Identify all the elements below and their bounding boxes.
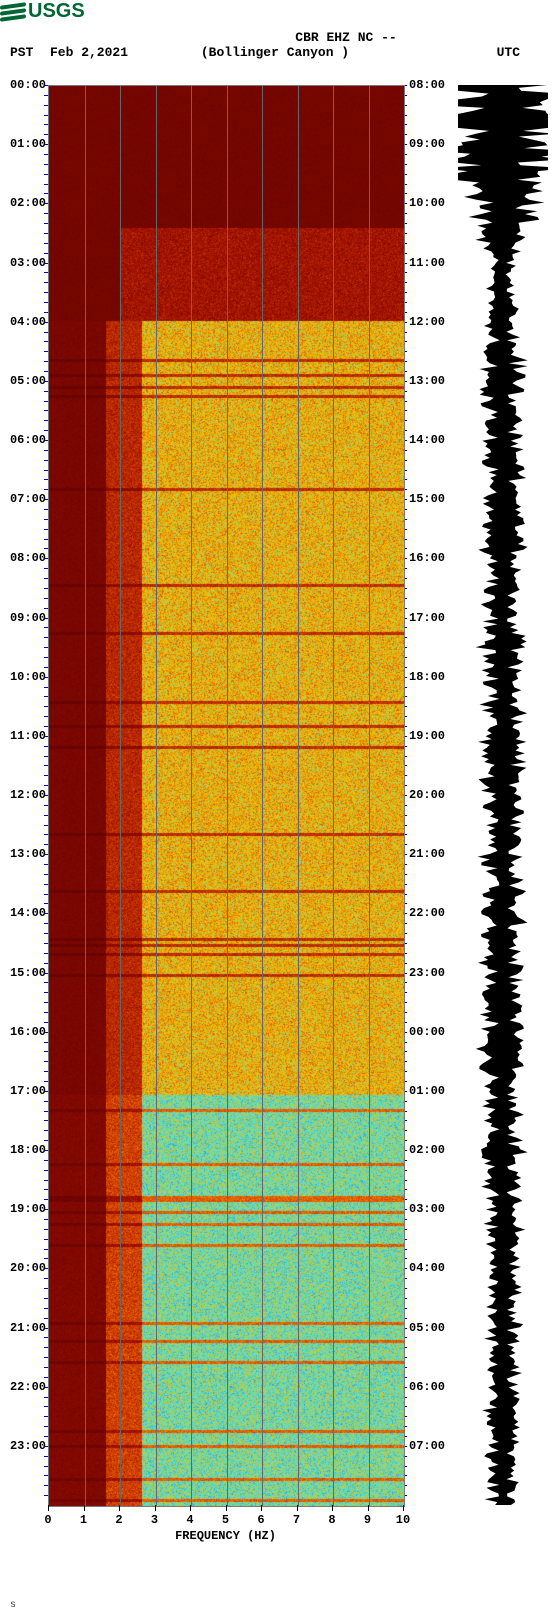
time-tick-label: 02:00 — [10, 196, 46, 210]
spectrogram-canvas — [49, 86, 404, 1506]
time-tick-label: 04:00 — [10, 315, 46, 329]
time-tick-label: 06:00 — [10, 433, 46, 447]
time-tick-label: 22:00 — [10, 1380, 46, 1394]
time-tick-label: 12:00 — [10, 788, 46, 802]
time-tick-label: 22:00 — [409, 906, 445, 920]
time-tick-label: 09:00 — [10, 611, 46, 625]
time-tick-label: 07:00 — [10, 492, 46, 506]
time-tick-label: 21:00 — [10, 1321, 46, 1335]
time-tick-label: 16:00 — [409, 551, 445, 565]
time-tick-label: 13:00 — [409, 374, 445, 388]
freq-tick-label: 3 — [151, 1513, 158, 1527]
freq-tick-label: 8 — [328, 1513, 335, 1527]
footer-mark: s — [10, 1600, 16, 1611]
time-tick-label: 15:00 — [409, 492, 445, 506]
time-tick-label: 17:00 — [409, 611, 445, 625]
time-tick-label: 08:00 — [10, 551, 46, 565]
time-tick-label: 02:00 — [409, 1143, 445, 1157]
freq-tick-label: 2 — [115, 1513, 122, 1527]
time-tick-label: 14:00 — [10, 906, 46, 920]
time-tick-label: 09:00 — [409, 137, 445, 151]
time-tick-label: 06:00 — [409, 1380, 445, 1394]
time-tick-label: 19:00 — [409, 729, 445, 743]
freq-tick-label: 5 — [222, 1513, 229, 1527]
tz-left-label: PST — [0, 45, 50, 60]
amplitude-waveform — [458, 85, 548, 1505]
time-tick-label: 10:00 — [409, 196, 445, 210]
spectrogram-plot — [48, 85, 405, 1507]
time-tick-label: 23:00 — [409, 966, 445, 980]
time-tick-label: 18:00 — [10, 1143, 46, 1157]
freq-tick-label: 7 — [293, 1513, 300, 1527]
time-tick-label: 23:00 — [10, 1439, 46, 1453]
usgs-logo: USGS — [0, 0, 85, 23]
time-tick-label: 15:00 — [10, 966, 46, 980]
station-code: CBR EHZ NC -- — [256, 30, 436, 45]
time-tick-label: 17:00 — [10, 1084, 46, 1098]
time-tick-label: 20:00 — [409, 788, 445, 802]
time-tick-label: 20:00 — [10, 1261, 46, 1275]
freq-tick-label: 4 — [186, 1513, 193, 1527]
location-label: (Bollinger Canyon ) — [150, 45, 400, 60]
time-tick-label: 12:00 — [409, 315, 445, 329]
time-tick-label: 14:00 — [409, 433, 445, 447]
freq-tick-label: 9 — [364, 1513, 371, 1527]
wave-icon — [0, 2, 26, 22]
time-tick-label: 05:00 — [409, 1321, 445, 1335]
time-tick-label: 21:00 — [409, 847, 445, 861]
time-tick-label: 04:00 — [409, 1261, 445, 1275]
freq-tick-label: 10 — [396, 1513, 410, 1527]
pst-time-axis: 00:0001:0002:0003:0004:0005:0006:0007:00… — [0, 85, 48, 1505]
time-tick-label: 05:00 — [10, 374, 46, 388]
time-tick-label: 11:00 — [409, 256, 445, 270]
freq-tick-label: 0 — [44, 1513, 51, 1527]
freq-tick-label: 6 — [257, 1513, 264, 1527]
time-tick-label: 08:00 — [409, 78, 445, 92]
time-tick-label: 10:00 — [10, 670, 46, 684]
time-tick-label: 03:00 — [409, 1202, 445, 1216]
x-axis-title: FREQUENCY (HZ) — [175, 1529, 276, 1543]
time-tick-label: 19:00 — [10, 1202, 46, 1216]
time-tick-label: 03:00 — [10, 256, 46, 270]
time-tick-label: 11:00 — [10, 729, 46, 743]
time-tick-label: 18:00 — [409, 670, 445, 684]
freq-tick-label: 1 — [80, 1513, 87, 1527]
time-tick-label: 16:00 — [10, 1025, 46, 1039]
time-tick-label: 01:00 — [10, 137, 46, 151]
time-tick-label: 00:00 — [10, 78, 46, 92]
waveform-envelope — [458, 85, 548, 1505]
date-label: Feb 2,2021 — [50, 45, 150, 60]
time-tick-label: 01:00 — [409, 1084, 445, 1098]
logo-text: USGS — [28, 0, 85, 23]
time-tick-label: 07:00 — [409, 1439, 445, 1453]
time-tick-label: 13:00 — [10, 847, 46, 861]
time-tick-label: 00:00 — [409, 1025, 445, 1039]
tz-right-label: UTC — [400, 45, 520, 60]
utc-time-axis: 08:0009:0010:0011:0012:0013:0014:0015:00… — [405, 85, 455, 1505]
frequency-axis: FREQUENCY (HZ) 012345678910 — [48, 1505, 403, 1545]
plot-header: CBR EHZ NC -- PST Feb 2,2021 (Bollinger … — [0, 30, 552, 60]
